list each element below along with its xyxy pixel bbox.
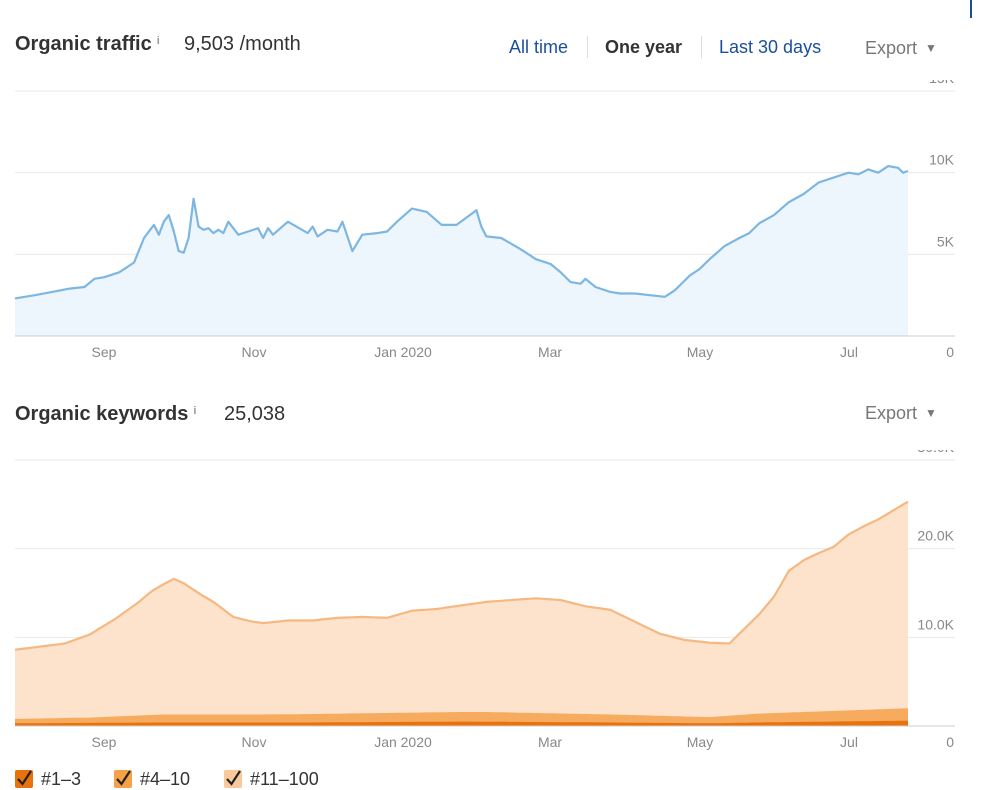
legend-4-10[interactable]: #4–10 bbox=[114, 768, 190, 790]
x-tick-label: May bbox=[687, 344, 713, 360]
checkbox-checked-icon[interactable] bbox=[224, 770, 242, 788]
y-tick-label: 10.0K bbox=[917, 616, 954, 632]
range-all-time[interactable]: All time bbox=[509, 37, 569, 57]
keywords-export-button[interactable]: Export ▼ bbox=[865, 403, 937, 424]
checkbox-checked-icon[interactable] bbox=[15, 770, 33, 788]
export-label: Export bbox=[865, 38, 918, 58]
y-tick-label: 10K bbox=[929, 152, 955, 168]
range-separator bbox=[701, 36, 702, 58]
traffic-chart: 0 5K 10K 15K Sep Nov Jan 2020 Mar May Jul bbox=[14, 80, 955, 360]
info-icon[interactable]: i bbox=[156, 35, 160, 47]
x-tick-label: Sep bbox=[92, 344, 117, 360]
keywords-value: 25,038 bbox=[224, 403, 286, 425]
x-tick-label: Nov bbox=[242, 344, 267, 360]
y-tick-label: 0 bbox=[946, 344, 954, 360]
legend-label: #4–10 bbox=[140, 768, 191, 789]
x-tick-label: Jul bbox=[840, 344, 858, 360]
caret-down-icon: ▼ bbox=[925, 406, 937, 420]
traffic-series-line bbox=[14, 164, 909, 300]
legend-top3[interactable]: #1–3 bbox=[15, 768, 81, 790]
y-tick-label: 0 bbox=[946, 734, 954, 750]
x-tick-label: Jul bbox=[840, 734, 858, 750]
traffic-area bbox=[15, 166, 908, 336]
kw-11-100-area bbox=[15, 501, 908, 726]
checkbox-checked-icon[interactable] bbox=[114, 770, 132, 788]
legend-label: #1–3 bbox=[41, 768, 82, 789]
legend-label: #11–100 bbox=[250, 768, 319, 789]
y-tick-label: 30.0K bbox=[917, 450, 954, 455]
traffic-title: Organic traffic i bbox=[15, 33, 160, 55]
range-separator bbox=[587, 36, 588, 58]
kw-11-100-line bbox=[14, 500, 909, 651]
caret-down-icon: ▼ bbox=[925, 41, 937, 55]
x-tick-label: Jan 2020 bbox=[374, 344, 432, 360]
kw-4-10-area bbox=[15, 708, 908, 726]
x-tick-label: Jan 2020 bbox=[374, 734, 432, 750]
scroll-indicator bbox=[970, 0, 972, 18]
traffic-value: 9,503 /month bbox=[184, 33, 301, 55]
x-tick-label: Mar bbox=[538, 734, 562, 750]
info-icon[interactable]: i bbox=[193, 405, 197, 417]
legend-11-100[interactable]: #11–100 bbox=[224, 768, 319, 790]
keywords-chart: 0 10.0K 20.0K 30.0K Sep Nov Jan 2020 Mar May Jul bbox=[14, 450, 955, 750]
y-tick-label: 20.0K bbox=[917, 528, 954, 544]
x-tick-label: Mar bbox=[538, 344, 562, 360]
y-tick-label: 15K bbox=[929, 80, 955, 86]
kw-top3-area bbox=[15, 720, 908, 726]
traffic-export-button[interactable]: Export ▼ bbox=[865, 38, 937, 59]
export-label: Export bbox=[865, 403, 918, 423]
x-tick-label: Nov bbox=[242, 734, 267, 750]
range-last-30-days[interactable]: Last 30 days bbox=[719, 37, 822, 57]
keywords-title: Organic keywords i bbox=[15, 403, 197, 425]
y-tick-label: 5K bbox=[937, 233, 955, 249]
x-tick-label: May bbox=[687, 734, 713, 750]
x-tick-label: Sep bbox=[92, 734, 117, 750]
range-one-year[interactable]: One year bbox=[605, 37, 683, 57]
